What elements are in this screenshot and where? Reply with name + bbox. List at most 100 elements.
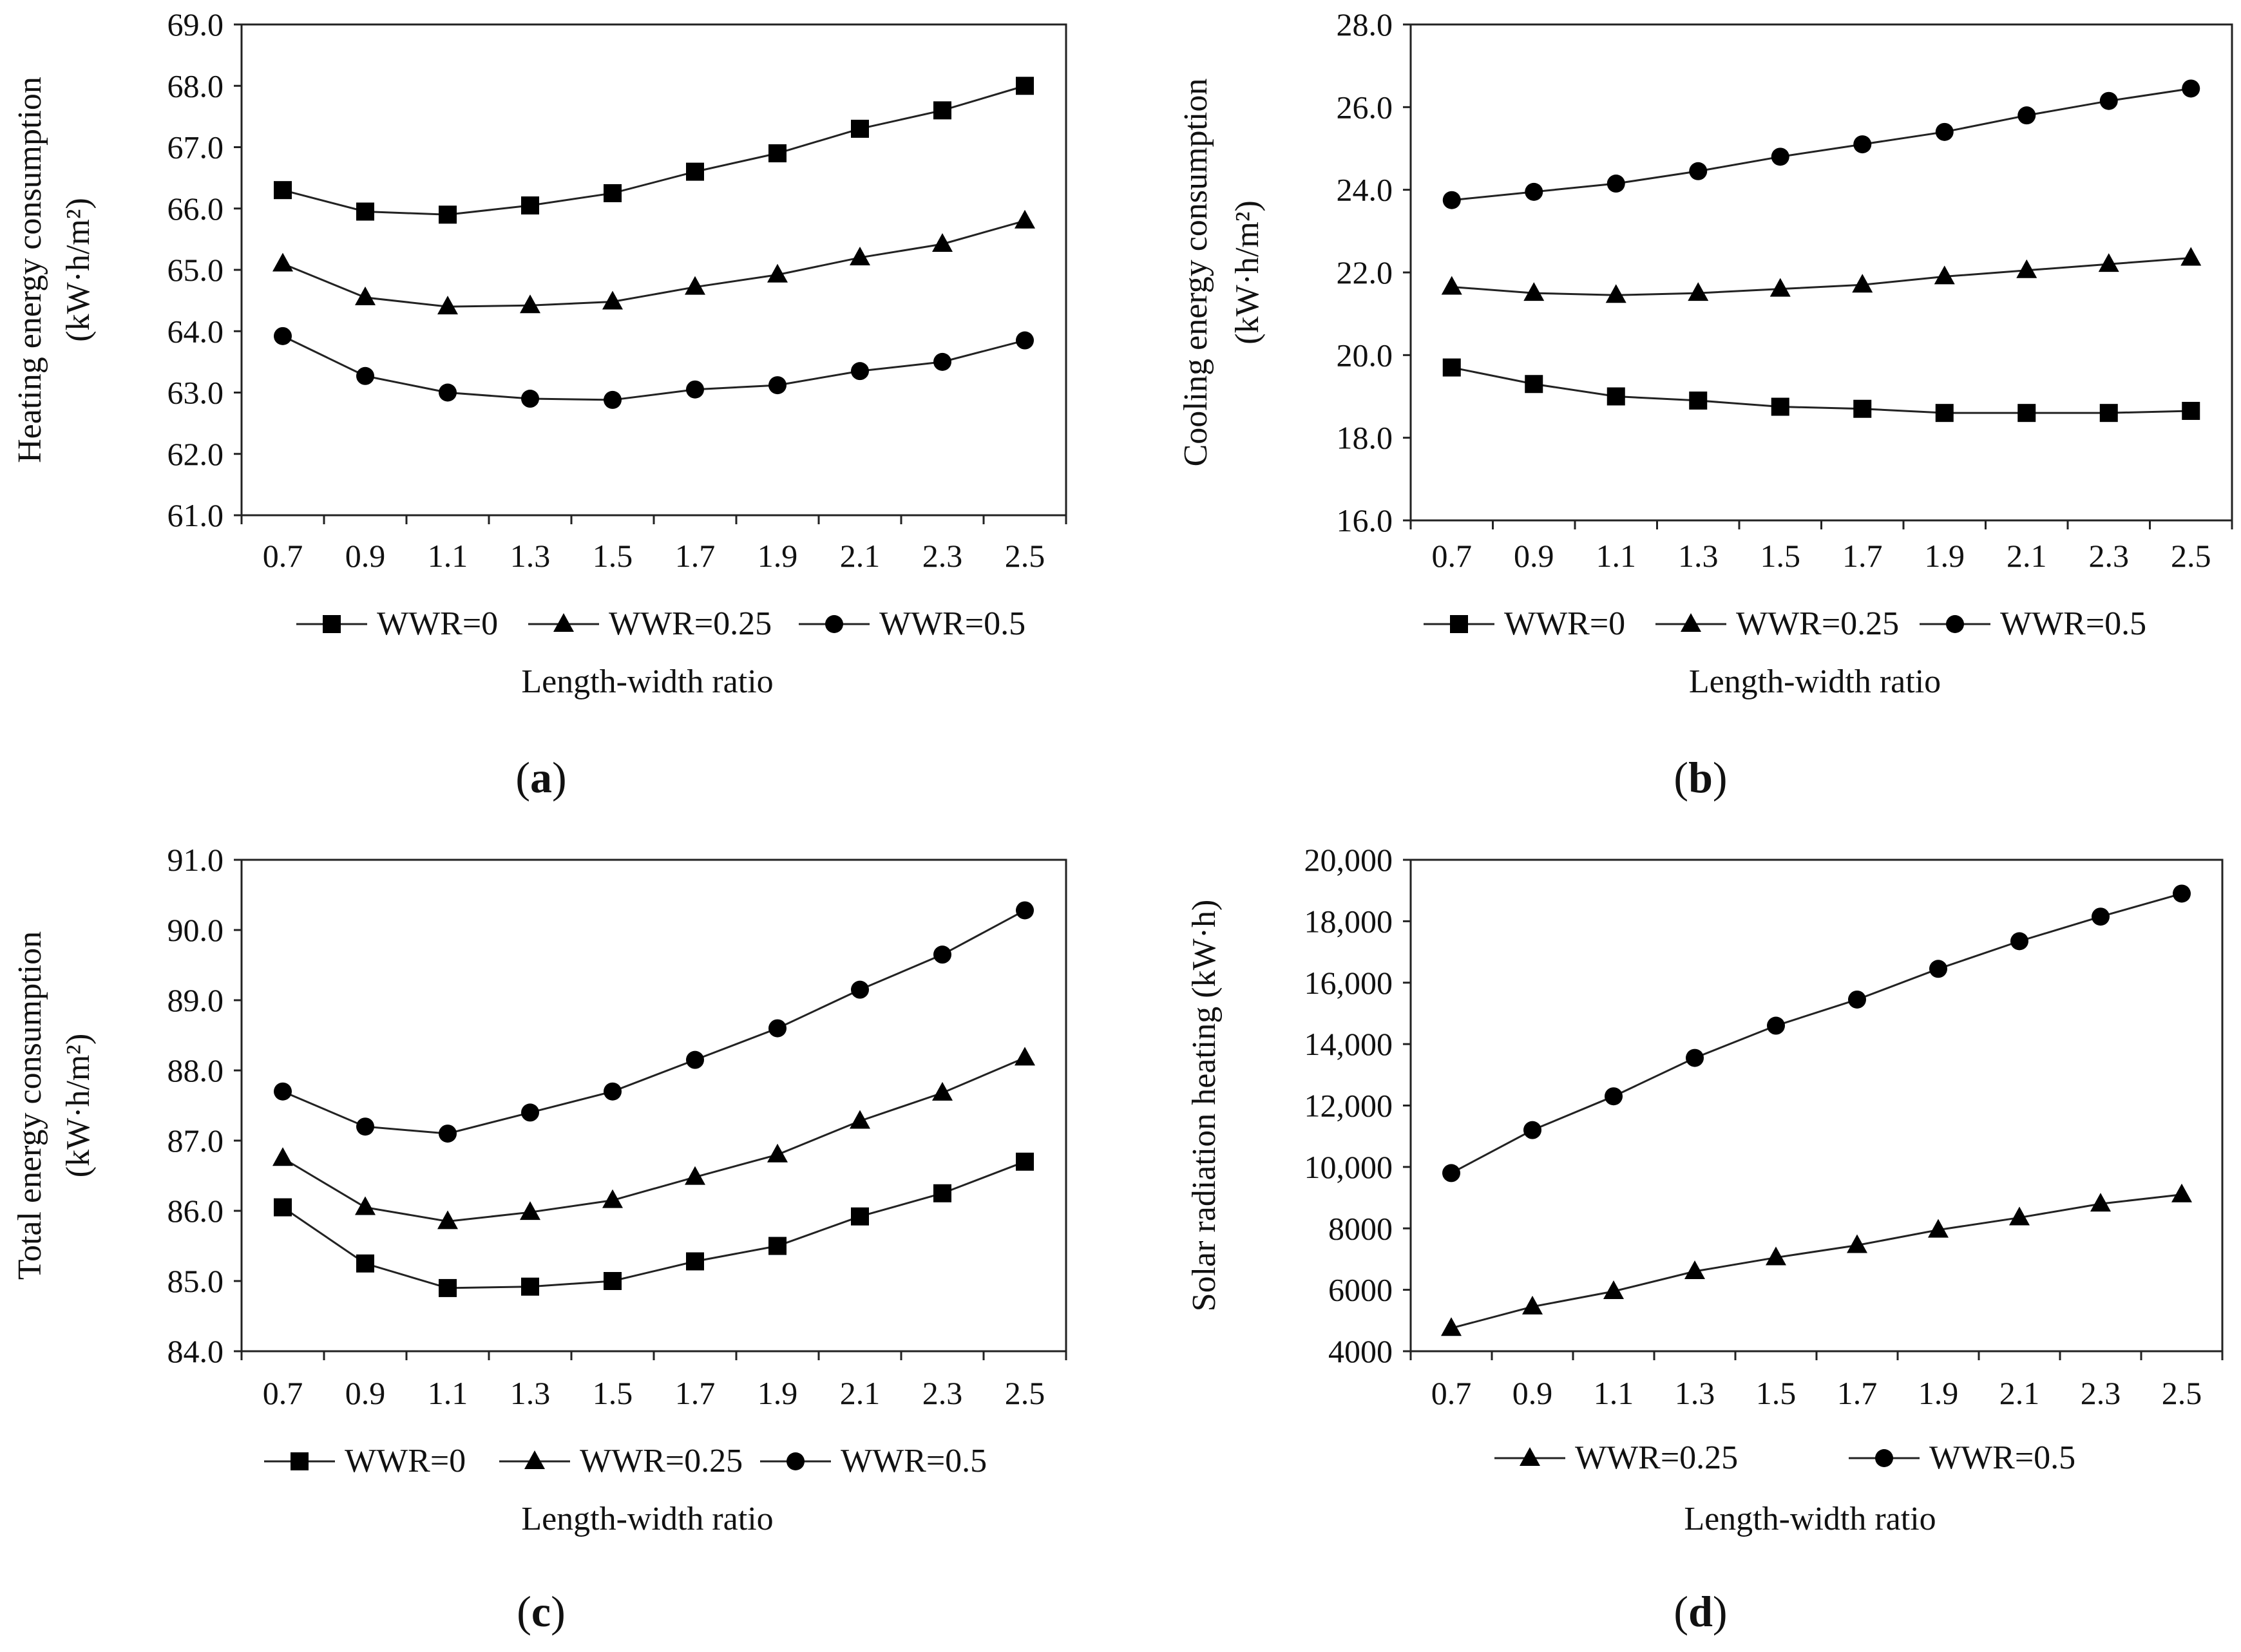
y-tick-label: 67.0 — [167, 129, 224, 166]
series-line — [1451, 257, 2191, 296]
x-tick-label: 1.7 — [1837, 1375, 1878, 1411]
square-marker — [1689, 391, 1708, 410]
legend-entry: WWR=0 — [1424, 605, 1625, 642]
series-line — [282, 909, 1025, 1135]
x-tick-label: 2.3 — [2089, 538, 2130, 574]
x-tick-label: 1.5 — [1756, 1375, 1797, 1411]
plot-area — [240, 23, 1067, 517]
circle-marker — [1605, 1087, 1623, 1106]
circle-marker — [686, 1050, 704, 1069]
circle-marker — [933, 945, 951, 964]
circle-marker — [1016, 901, 1034, 920]
legend-circle-marker — [1875, 1449, 1893, 1467]
chart-panel-c: 84.0 85.0 86.0 87.0 88.0 89.0 90.0 91.0 0.7 0.9 1.… — [12, 842, 1067, 1636]
y-tick-label: 90.0 — [167, 912, 224, 948]
x-tick-label: 1.3 — [1675, 1375, 1715, 1411]
legend-label: WWR=0 — [345, 1443, 466, 1479]
circle-marker — [356, 1117, 374, 1136]
x-tick-label: 0.9 — [1512, 1375, 1553, 1411]
legend-entry: WWR=0.25 — [499, 1443, 743, 1479]
circle-marker — [2173, 884, 2191, 903]
x-tick-label: 2.1 — [840, 1375, 881, 1411]
circle-marker — [2010, 932, 2028, 951]
square-marker — [851, 1207, 869, 1226]
x-axis-label: Length-width ratio — [1684, 1501, 1936, 1537]
x-tick-label: 0.9 — [345, 538, 386, 574]
triangle-marker — [437, 296, 458, 315]
x-tick-label: 2.3 — [922, 1375, 963, 1411]
legend-triangle-marker — [1681, 613, 1701, 632]
circle-marker — [1523, 1121, 1541, 1139]
legend-label: WWR=0.25 — [609, 605, 772, 642]
chart-panel-d: 4000 6000 8000 10,000 12,000 14,000 16,000 18,0… — [1186, 842, 2224, 1636]
circle-marker — [2099, 91, 2118, 110]
legend-triangle-marker — [553, 613, 574, 632]
x-tick-label: 1.3 — [510, 538, 551, 574]
x-tick-label: 2.1 — [1999, 1375, 2040, 1411]
legend-label: WWR=0.5 — [2000, 605, 2146, 642]
triangle-marker — [1603, 1280, 1624, 1300]
circle-marker — [1853, 135, 1872, 154]
triangle-marker — [1852, 274, 1873, 293]
panel-caption: (b) — [1674, 753, 1727, 802]
triangle-marker — [1605, 284, 1626, 303]
x-tick-label: 1.7 — [675, 538, 716, 574]
square-marker — [1016, 77, 1034, 95]
legend-entry: WWR=0.25 — [1655, 605, 1899, 642]
series-wwr-0-25 — [1441, 1183, 2192, 1336]
x-tick-label: 0.7 — [263, 1375, 303, 1411]
circle-marker — [274, 1082, 292, 1101]
x-tick-label: 2.1 — [2007, 538, 2047, 574]
legend-circle-marker — [825, 615, 843, 633]
series-wwr-0-5 — [274, 327, 1034, 409]
legend-label: WWR=0 — [1504, 605, 1625, 642]
square-marker — [1442, 358, 1461, 377]
x-tick-label: 1.3 — [510, 1375, 551, 1411]
y-tick-label: 18,000 — [1304, 903, 1393, 939]
x-tick-label: 2.3 — [922, 538, 963, 574]
series-wwr-0-25 — [272, 1047, 1035, 1230]
plot-area — [1409, 859, 2224, 1353]
legend-label: WWR=0.5 — [1929, 1439, 2075, 1476]
triangle-marker — [932, 1081, 953, 1101]
x-tick-label: 1.9 — [1925, 538, 1965, 574]
triangle-marker — [1441, 276, 1462, 295]
circle-marker — [1935, 122, 1954, 141]
triangle-marker — [1015, 209, 1035, 229]
triangle-marker — [767, 263, 788, 283]
series-line — [282, 335, 1025, 401]
y-tick-label: 4000 — [1328, 1333, 1393, 1369]
triangle-marker — [2098, 253, 2119, 272]
circle-marker — [1016, 331, 1034, 350]
legend-entry: WWR=0.5 — [1920, 605, 2146, 642]
legend-entry: WWR=0.5 — [760, 1443, 987, 1479]
plot-area — [240, 859, 1067, 1353]
y-tick-label: 63.0 — [167, 375, 224, 411]
square-marker — [1935, 404, 1954, 422]
square-marker — [686, 162, 704, 181]
y-tick-label: 86.0 — [167, 1193, 224, 1229]
triangle-marker — [2171, 1183, 2192, 1202]
y-axis-label: (kW·h/m²) — [60, 198, 97, 342]
circle-marker — [521, 1103, 539, 1122]
series-wwr-0-5 — [1442, 79, 2200, 209]
y-tick-label: 8000 — [1328, 1210, 1393, 1246]
circle-marker — [1607, 175, 1625, 193]
circle-marker — [356, 366, 374, 385]
square-marker — [851, 119, 869, 138]
panel-caption: (d) — [1674, 1587, 1727, 1636]
series-wwr-0-5 — [1442, 884, 2191, 1182]
triangle-marker — [1928, 1219, 1949, 1238]
x-axis-label: Length-width ratio — [521, 1501, 773, 1537]
y-tick-label: 16,000 — [1304, 965, 1393, 1001]
panel-caption: (c) — [517, 1587, 566, 1636]
triangle-marker — [437, 1210, 458, 1230]
x-tick-label: 1.1 — [428, 538, 468, 574]
legend-triangle-marker — [524, 1450, 545, 1469]
circle-marker — [1689, 162, 1708, 180]
series-wwr-0 — [1442, 358, 2200, 422]
series-wwr-0 — [274, 1152, 1034, 1297]
triangle-marker — [1769, 278, 1791, 297]
y-tick-label: 22.0 — [1337, 254, 1393, 290]
legend-entry: WWR=0.25 — [528, 605, 772, 642]
